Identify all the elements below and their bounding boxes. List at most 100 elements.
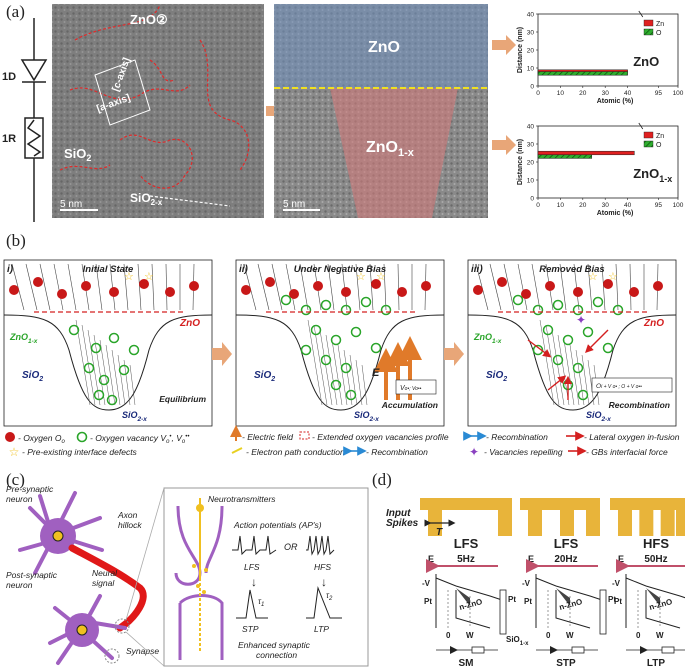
pulse-base [420, 498, 512, 510]
zero-label: 0 [546, 631, 551, 640]
vacancy-circle [592, 296, 604, 308]
freq-label: 5Hz [457, 554, 475, 565]
x-tick-label: 40 [624, 202, 632, 209]
panel-b: i) Initial State SiO2 SiO2-x ZnO ZnO1-x Equili… [3, 259, 680, 459]
y-tick-label: 40 [527, 12, 535, 19]
oxygen-atom [57, 289, 67, 299]
action-potentials-label: Action potentials (AP's) [233, 520, 322, 530]
stp-label-c: STP [242, 624, 259, 634]
x-tick-label: 0 [536, 90, 540, 97]
mode-label: LFS [554, 536, 579, 551]
sio2x-region-label: SiO2-x [354, 410, 379, 423]
valence-band [455, 590, 491, 629]
y-axis-label: Distance (nm) [517, 27, 524, 73]
subpanel-number: i) [7, 264, 14, 275]
vacancy-circle [340, 362, 352, 374]
y-tick-label: 30 [527, 30, 535, 37]
gbs-force-arrow [547, 375, 567, 391]
oxygen-atom [371, 279, 381, 289]
defect-star-icon: ☆ [124, 271, 134, 283]
vacancy-circle [320, 299, 332, 311]
diode-icon [640, 646, 648, 654]
x-tick-label: 30 [602, 202, 610, 209]
vacancy-circle [552, 354, 564, 366]
subpanel-title: Under Negative Bias [294, 264, 386, 275]
ltp-label-c: LTP [314, 624, 329, 634]
circuit-diagram [20, 18, 48, 222]
column-result-label: SM [459, 658, 474, 668]
legend-swatch-zn [643, 19, 654, 27]
vacancy-circle [300, 304, 312, 316]
depletion-fill [456, 588, 470, 606]
x-tick-label: 95 [655, 202, 663, 209]
pulse-spike [639, 510, 654, 536]
legend-repel-icon: ✦ [469, 445, 479, 459]
vacancy-circle [612, 304, 624, 316]
gbs-force-arrow [585, 329, 609, 353]
oxygen-atom [397, 287, 407, 297]
oxygen-atom [189, 281, 199, 291]
x-tick-label: 20 [579, 90, 587, 97]
oxygen-atom [265, 277, 275, 287]
zno2-label: ZnO② [130, 12, 168, 27]
depletion-fill [646, 588, 660, 606]
sio2x-region-label: SiO2-x [122, 410, 147, 423]
valence-band [645, 590, 681, 629]
spikes-label: Spikes [386, 518, 419, 529]
w-label: W [566, 631, 574, 640]
zno1x-region-label: ZnO1-x [9, 332, 38, 345]
legend-o: O [656, 30, 662, 37]
zero-label: 0 [446, 631, 451, 640]
x-tick-label: 100 [673, 202, 684, 209]
w-label: W [656, 631, 664, 640]
zno1x-region-label: ZnO1-x [473, 332, 502, 345]
x-tick-label: 20 [579, 202, 587, 209]
ltp-curve [306, 586, 342, 619]
vacancy-circle [572, 362, 584, 374]
lfs-label-c: LFS [244, 562, 260, 572]
vacancy-circle [512, 294, 524, 306]
efield-label: E [372, 367, 380, 379]
vacancy-circle [310, 324, 322, 336]
spike-column-2: LFS 20Hz E -V Pt n-ZnO Pt 0 W STP [520, 498, 616, 668]
vacancy-circle [582, 326, 594, 338]
nzno-label: n-ZnO [558, 597, 583, 612]
vacancy-circle [532, 304, 544, 316]
pt-right-plate [499, 589, 507, 635]
vacancy-circle [345, 389, 357, 401]
oxygen-atom [653, 281, 663, 291]
pt-right-plate [599, 589, 607, 635]
sio2-region-label: SiO2 [22, 370, 43, 383]
vacancy-circle [83, 362, 95, 374]
pulse-spike [660, 510, 675, 536]
energy-label: E [428, 554, 434, 564]
subpanel-title: Removed Bias [539, 264, 604, 275]
y-tick-label: 40 [527, 124, 535, 131]
conduction-band [435, 577, 503, 601]
oxygen-atom [497, 277, 507, 287]
freq-label: 20Hz [554, 554, 577, 565]
oxygen-atom [521, 289, 531, 299]
repelling-icon: ✦ [576, 313, 586, 327]
bar-o [537, 154, 593, 159]
sio2-valley [3, 314, 213, 411]
oxygen-atom [241, 285, 251, 295]
input-label: Input [386, 508, 411, 519]
subpanel-title: Initial State [83, 264, 134, 275]
pulse-spike [498, 510, 512, 536]
y-tick-label: 0 [530, 84, 534, 91]
oxygen-atom [109, 287, 119, 297]
panel-label-c: (c) [6, 470, 25, 489]
oxygen-atom [289, 289, 299, 299]
oxygen-atom [629, 287, 639, 297]
vacancy-formula: Vo•; Vo•• [400, 385, 422, 392]
vacancy-circle [552, 299, 564, 311]
y-tick-label: 30 [527, 142, 535, 149]
pulse-base [610, 498, 685, 510]
legend-vacancy: - Oxygen vacancy Vo•, Vo•• [90, 433, 189, 445]
x-tick-label: 100 [673, 90, 684, 97]
zno1x-label-tem: ZnO1-x [366, 139, 415, 159]
legend-recomb2: - Recombination [486, 432, 548, 442]
legend-gbs: - GBs interfacial force [586, 447, 668, 457]
oxygen-atom [473, 285, 483, 295]
